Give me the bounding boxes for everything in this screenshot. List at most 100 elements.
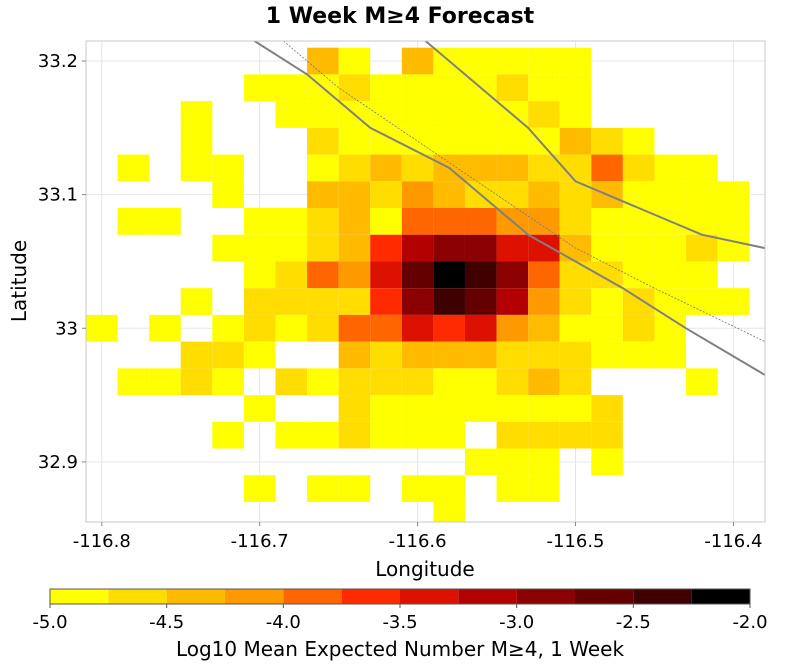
heatmap-cell [338,341,371,369]
heatmap-cell [464,101,497,128]
heatmap-cell [307,421,339,449]
fault-line [252,41,765,376]
heatmap-cell [622,341,655,369]
heatmap-cell [433,395,465,422]
heatmap-cell [496,127,529,155]
colorbar-tick-label: -2.0 [732,612,767,633]
heatmap-cell [464,288,497,315]
heatmap-cell [686,288,718,315]
heatmap-cell [212,368,244,396]
colorbar-swatch [400,589,459,604]
heatmap-cell [528,314,560,342]
heatmap-cell [559,395,592,422]
heatmap-cell [370,181,402,209]
colorbar-swatch [341,589,400,604]
heatmap-cell [275,101,308,128]
heatmap-cell [559,208,592,235]
heatmap-cell [307,181,339,209]
heatmap-cell [370,74,402,102]
heatmap-cell [464,234,497,262]
heatmap-cell [307,208,339,235]
heatmap-cell [243,341,276,369]
heatmap-cell [433,261,465,289]
heatmap-cell [275,421,308,449]
heatmap-cell [117,154,150,182]
heatmap-cell [559,47,592,75]
heatmap-cell [654,154,687,182]
heatmap-cell [591,208,623,235]
colorbar-label: Log10 Mean Expected Number M≥4, 1 Week [176,637,624,661]
heatmap-cell [307,475,339,502]
heatmap-cell [496,448,529,476]
heatmap-cell [149,208,181,235]
heatmap-cell [528,208,560,235]
fault-lines [252,41,765,376]
heatmap-cell [559,368,592,396]
heatmap-cell [275,208,308,235]
colorbar-tick-label: -3.5 [382,612,417,633]
heatmap-cell [338,47,371,75]
heatmap-cell [149,314,181,342]
colorbar-swatch [575,589,634,604]
heatmap-cell [496,154,529,182]
colorbar-tick-label: -2.5 [616,612,651,633]
heatmap-cell [180,127,213,155]
heatmap-cell [591,448,623,476]
heatmap-cell [401,47,434,75]
heatmap-cell [622,234,655,262]
heatmap-cell [338,74,371,102]
heatmap-cell [433,127,465,155]
heatmap-cell [528,368,560,396]
heatmap-cell [212,181,244,209]
heatmap-cell [464,261,497,289]
heatmap-cell [528,234,560,262]
heatmap-cell [370,368,402,396]
heatmap-cell [243,234,276,262]
heatmap-cell [528,475,560,502]
heatmap-cell [338,261,371,289]
heatmap-cell [686,154,718,182]
fault-line [282,41,765,342]
fault-line [423,41,765,250]
heatmap-cell [401,101,434,128]
heatmap-cell [559,314,592,342]
heatmap-cell [117,368,150,396]
heatmap-cell [433,288,465,315]
heatmap-cell [212,154,244,182]
heatmap-cell [401,395,434,422]
heatmap-cell [338,475,371,502]
colorbar-swatch [108,589,167,604]
heatmap-cell [180,101,213,128]
heatmap-cell [591,154,623,182]
heatmap-cell [528,74,560,102]
heatmap-cell [307,154,339,182]
heatmap-cell [528,261,560,289]
heatmap-cell [433,314,465,342]
colorbar-ticks: -5.0 -4.5 -4.0 -3.5 -3.0 -2.5 -2.0 [32,604,768,633]
heatmap-cell [559,261,592,289]
heatmap-cell [243,261,276,289]
heatmap-cell [464,127,497,155]
y-tick-label: 32.9 [38,452,78,473]
heatmap-cell [307,368,339,396]
heatmap-cell [180,154,213,182]
heatmap-cell [528,288,560,315]
heatmap-cell [338,208,371,235]
heatmap-cell [433,234,465,262]
heatmap-cell [559,421,592,449]
colorbar-tick-label: -5.0 [32,612,67,633]
heatmap-cell [433,368,465,396]
heatmap-cell [496,341,529,369]
heatmap-cell [591,421,623,449]
heatmap-cell [622,127,655,155]
heatmap-cell [275,261,308,289]
heatmap-cell [496,288,529,315]
heatmap-cell [307,261,339,289]
heatmap-cell [496,181,529,209]
colorbar-swatch [633,589,692,604]
heatmap-cell [654,181,687,209]
heatmap-cell [464,395,497,422]
heatmap-cell [496,234,529,262]
heatmap-cell [717,208,750,235]
